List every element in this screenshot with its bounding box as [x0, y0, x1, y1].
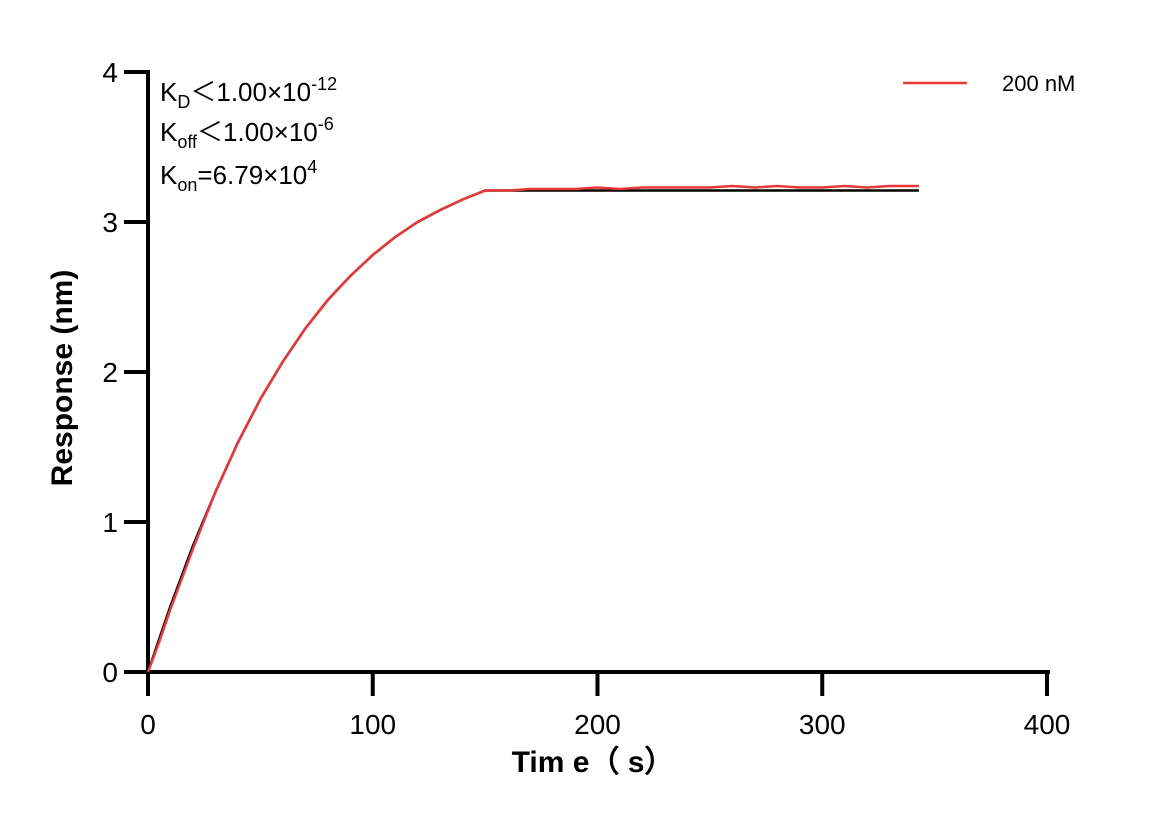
x-tick-label: 300 — [799, 709, 846, 740]
x-tick-label: 0 — [140, 709, 156, 740]
x-tick-label: 400 — [1024, 709, 1071, 740]
legend: 200 nM — [903, 71, 1075, 96]
series-line-fit — [146, 189, 919, 673]
series-line-200nM — [146, 184, 919, 673]
koff-annotation: Koff＜1.00×10-6 — [160, 114, 334, 152]
y-tick-label: 1 — [102, 507, 118, 538]
legend-label-200nM: 200 nM — [1002, 71, 1075, 96]
x-tick-label: 100 — [349, 709, 396, 740]
x-tick-label: 200 — [574, 709, 621, 740]
kon-annotation: Kon=6.79×104 — [160, 157, 317, 195]
y-tick-label: 2 — [102, 357, 118, 388]
y-tick-label: 4 — [102, 57, 118, 88]
y-axis-title: Response (nm) — [46, 270, 79, 487]
y-ticks: 0 1 2 3 4 — [102, 57, 148, 688]
x-ticks: 0 100 200 300 400 — [140, 672, 1070, 740]
y-tick-label: 3 — [102, 207, 118, 238]
x-axis-title: Tim e（ s） — [512, 745, 675, 779]
kd-annotation: KD＜1.00×10-12 — [160, 74, 337, 112]
y-tick-label: 0 — [102, 657, 118, 688]
